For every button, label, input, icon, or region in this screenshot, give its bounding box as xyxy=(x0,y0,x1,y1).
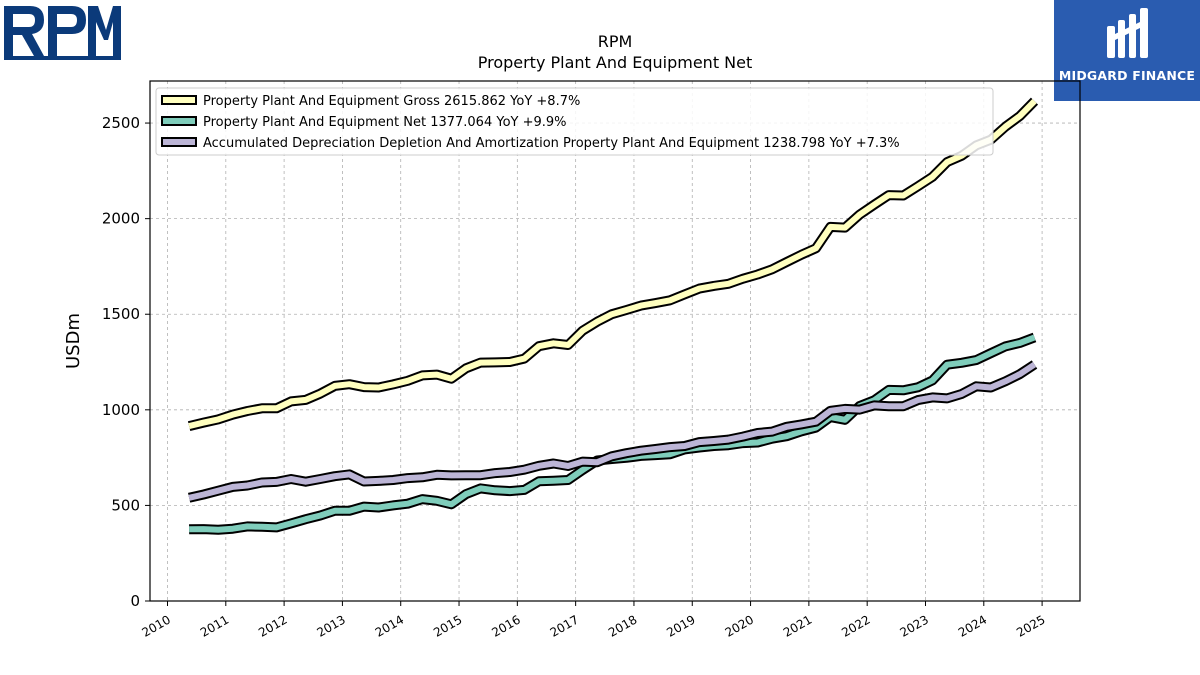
legend-box xyxy=(155,87,994,156)
x-tick-label: 2017 xyxy=(548,612,581,639)
midgard-emblem-icon xyxy=(1107,8,1148,58)
x-tick-label: 2011 xyxy=(198,612,231,639)
y-axis-label: USDm xyxy=(63,313,84,369)
x-tick-label: 2023 xyxy=(898,612,931,639)
x-tick-label: 2012 xyxy=(256,612,289,639)
rpm-logo xyxy=(4,6,121,60)
x-tick-label: 2022 xyxy=(839,612,872,639)
x-tick-label: 2010 xyxy=(140,612,173,639)
y-tick-label: 0 xyxy=(130,592,140,610)
y-tick-label: 500 xyxy=(111,496,140,514)
y-tick-label: 1500 xyxy=(102,305,140,323)
plot-frame xyxy=(149,80,1081,602)
series-line-2 xyxy=(189,332,1037,535)
midgard-brand-text: MIDGARD FINANCE xyxy=(1058,68,1196,83)
series-fill xyxy=(188,361,1037,501)
y-tick-label: 1000 xyxy=(102,401,140,419)
series-fill xyxy=(188,99,1037,430)
x-tick-label: 2018 xyxy=(606,612,639,639)
legend-entry: Property Plant And Equipment Gross 2615.… xyxy=(203,94,580,109)
x-axis: 2010 2011 2012 2013 2014 2015 2016 2017 2018 2019… xyxy=(140,601,1048,640)
chart-title: RPM xyxy=(598,32,633,51)
x-tick-label: 2021 xyxy=(781,612,814,639)
x-tick-label: 2016 xyxy=(489,612,522,639)
x-tick-label: 2025 xyxy=(1014,612,1047,639)
x-tick-label: 2014 xyxy=(373,612,406,639)
legend: Property Plant And Equipment Gross 2615.… xyxy=(155,87,994,156)
legend-entry: Property Plant And Equipment Net 1377.06… xyxy=(203,115,567,130)
x-tick-label: 2019 xyxy=(664,612,697,639)
midgard-finance-logo: MIDGARD FINANCE xyxy=(1054,0,1200,101)
legend-entry: Accumulated Depreciation Depletion And A… xyxy=(203,136,900,151)
series-fill xyxy=(189,334,1036,533)
y-axis: 0 500 1000 1500 2000 2500 xyxy=(102,114,150,610)
x-tick-label: 2024 xyxy=(956,612,989,639)
series-outline xyxy=(189,332,1037,535)
series-layer xyxy=(187,97,1039,535)
chart-subtitle: Property Plant And Equipment Net xyxy=(478,53,753,72)
x-tick-label: 2015 xyxy=(431,612,464,639)
y-tick-label: 2500 xyxy=(102,114,140,132)
x-tick-label: 2013 xyxy=(314,612,347,639)
y-tick-label: 2000 xyxy=(102,210,140,228)
series-line-1 xyxy=(187,97,1039,431)
x-tick-label: 2020 xyxy=(723,612,756,639)
series-line-3 xyxy=(187,360,1038,503)
